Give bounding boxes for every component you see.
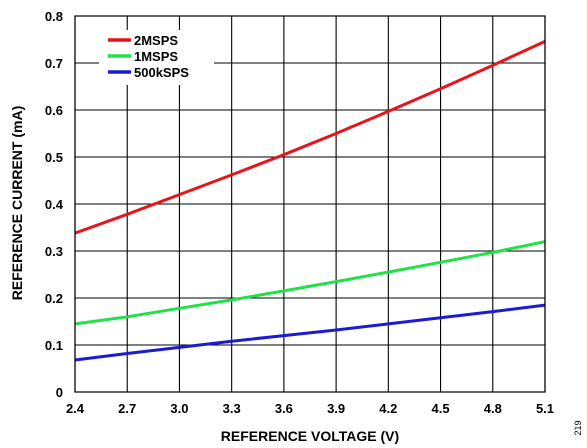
y-tick-label: 0 [56,385,63,400]
figure-id: 219 [573,420,583,435]
x-tick-label: 2.4 [66,401,85,416]
legend-label: 500kSPS [134,65,189,80]
y-tick-label: 0.3 [45,244,63,259]
y-tick-label: 0.1 [45,338,63,353]
x-tick-label: 3.0 [170,401,188,416]
y-tick-label: 0.4 [45,197,64,212]
x-tick-label: 2.7 [118,401,136,416]
y-tick-label: 0.7 [45,56,63,71]
x-tick-labels: 2.4 2.7 3.0 3.3 3.6 3.9 4.2 4.5 4.8 5.1 [66,401,554,416]
x-axis-label: REFERENCE VOLTAGE (V) [221,428,399,444]
legend-label: 2MSPS [134,33,178,48]
series-line-1MSPS [74,240,546,326]
y-tick-labels: 0 0.1 0.2 0.3 0.4 0.5 0.6 0.7 0.8 [45,9,64,400]
x-tick-label: 4.8 [484,401,502,416]
x-tick-label: 3.6 [275,401,293,416]
y-tick-label: 0.8 [45,9,63,24]
x-tick-label: 4.2 [379,401,397,416]
y-tick-label: 0.2 [45,291,63,306]
y-tick-label: 0.6 [45,103,63,118]
x-tick-label: 3.9 [327,401,345,416]
y-tick-label: 0.5 [45,150,63,165]
plot-area-frame [74,15,546,393]
series-line-2MSPS [74,40,546,235]
y-axis-label: REFERENCE CURRENT (mA) [9,106,25,300]
series-line-500kSPS [74,303,546,362]
legend-label: 1MSPS [134,49,178,64]
x-tick-label: 5.1 [536,401,554,416]
x-tick-label: 4.5 [432,401,450,416]
series-lines [74,40,546,362]
x-tick-label: 3.3 [223,401,241,416]
